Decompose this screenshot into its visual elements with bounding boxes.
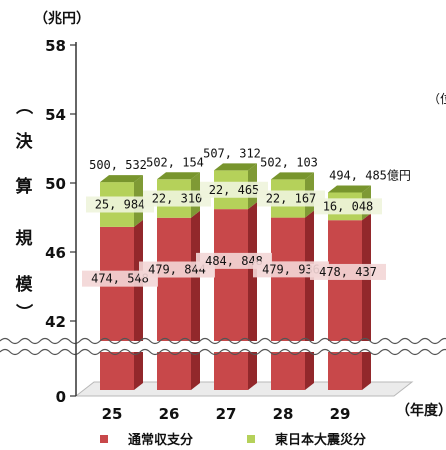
bar-top-28	[271, 172, 314, 180]
chart-text: 474, 548 25, 984 500, 532 25 479, 844 22, 310…	[13, 11, 446, 423]
x-tick-label: 27	[216, 405, 237, 423]
quake-value-label: 22, 167	[266, 191, 317, 205]
y-axis-label-char: 模	[16, 274, 34, 295]
total-label: 500, 532	[89, 158, 147, 172]
y-tick-label: 0	[56, 388, 66, 406]
quake-value-label: 25, 984	[95, 197, 146, 211]
quake-value-label: 22, 465	[209, 183, 260, 197]
y-axis-label-char: 規	[16, 229, 33, 249]
x-tick-label: 26	[159, 405, 180, 423]
normal-value-label: 479, 844	[148, 263, 206, 277]
y-axis-label-char: 算	[15, 176, 33, 197]
bar-normal-side-25	[134, 219, 143, 390]
legend-label-normal: 通常収支分	[128, 432, 193, 448]
y-tick-label: 58	[45, 37, 66, 55]
y-tick-label: 46	[45, 244, 66, 262]
quake-label-bg	[86, 196, 154, 213]
y-axis-label-char: （	[13, 98, 34, 115]
y-axis-label-char: ）	[13, 304, 34, 321]
quake-label-bg	[143, 190, 211, 207]
quake-label-bg	[200, 181, 268, 198]
total-label: 502, 154	[146, 155, 204, 169]
total-label: 507, 312	[203, 146, 261, 160]
bar-normal-side-26	[191, 210, 200, 390]
bar-normal-side-28	[305, 210, 314, 390]
normal-label-bg	[310, 263, 386, 280]
total-label: 502, 103	[260, 155, 318, 169]
bar-normal-26	[157, 217, 191, 390]
bar-normal-side-27	[248, 202, 257, 390]
y-unit-label: （兆円）	[34, 11, 90, 27]
y-tick-label: 42	[45, 313, 66, 331]
axis-break-wave-bottom	[0, 348, 446, 356]
quake-value-label: 16, 048	[323, 199, 374, 213]
bar-normal-29	[328, 220, 362, 390]
legend-label-quake: 東日本大震災分	[275, 432, 366, 448]
quake-label-bg	[314, 198, 382, 215]
normal-value-label: 484, 848	[205, 254, 263, 268]
bar-top-25	[100, 175, 143, 183]
x-tick-label: 29	[330, 405, 351, 423]
x-tick-label: 28	[273, 405, 294, 423]
y-tick-label: 54	[45, 106, 66, 124]
bar-normal-28	[271, 217, 305, 390]
legend: 通常収支分 東日本大震災分	[100, 432, 366, 448]
x-axis-label: （年度）	[396, 402, 446, 419]
total-label: 494, 485億円	[329, 169, 411, 183]
x-tick-label: 25	[102, 405, 123, 423]
y-axis-label-char: 決	[16, 131, 34, 152]
bar-top-29	[328, 185, 371, 193]
normal-value-label: 474, 548	[91, 272, 149, 286]
axis-break-band	[56, 341, 446, 352]
normal-value-label: 478, 437	[319, 265, 377, 279]
bar-normal-27	[214, 209, 248, 390]
bar-normal-25	[100, 226, 134, 390]
quake-label-bg	[257, 190, 325, 207]
quake-value-label: 22, 310	[152, 192, 203, 206]
bar-top-27	[214, 163, 257, 171]
y-tick-label: 50	[45, 175, 66, 193]
legend-swatch-normal	[100, 435, 108, 443]
axis-break-wave-top	[0, 337, 446, 345]
y-axis	[70, 42, 77, 397]
bar-top-26	[157, 172, 200, 180]
bar-normal-side-29	[362, 213, 371, 390]
right-edge-fragment: （位	[428, 91, 446, 106]
legend-swatch-quake	[247, 435, 255, 443]
normal-value-label: 479, 936	[262, 262, 320, 276]
